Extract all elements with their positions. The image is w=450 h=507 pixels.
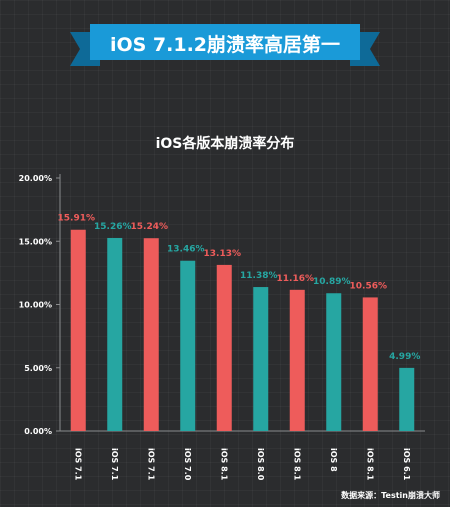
- bar: [326, 293, 342, 431]
- page-title: iOS 7.1.2崩溃率高居第一: [109, 34, 341, 56]
- y-tick-label: 20.00%: [19, 174, 52, 183]
- x-tick-label: iOS 6.1.3: [402, 448, 411, 480]
- bar: [399, 367, 415, 431]
- x-tick-label: iOS 8.1.2: [219, 448, 228, 480]
- data-source: 数据来源：Testin崩溃大师: [341, 491, 440, 500]
- x-tick-label: iOS 7.0.4: [183, 448, 192, 480]
- y-tick-label: 0.00%: [24, 427, 52, 436]
- bar-value-label: 13.46%: [167, 245, 205, 255]
- bar-value-label: 11.38%: [240, 271, 278, 281]
- bar-value-label: 10.89%: [313, 277, 351, 287]
- x-tick-label: iOS 8.1.1: [292, 448, 301, 480]
- x-tick-label: iOS 7.1.2: [73, 448, 82, 480]
- bar-value-label: 15.91%: [58, 214, 96, 224]
- x-tick-label: iOS 7.1.1: [146, 448, 155, 480]
- y-tick-label: 10.00%: [19, 301, 52, 310]
- ribbon-banner: [90, 24, 360, 60]
- x-tick-label: iOS 8.1: [365, 448, 374, 480]
- chart-title: iOS各版本崩溃率分布: [155, 136, 295, 152]
- bar-value-label: 11.16%: [277, 274, 315, 284]
- bar-chart: 0.00% 5.00% 10.00% 15.00% 20.00% 15.91% iOS 7.…: [19, 174, 425, 480]
- bar-value-label: 10.56%: [350, 281, 388, 291]
- x-tick-label: iOS 8: [329, 448, 338, 472]
- title-ribbon: iOS 7.1.2崩溃率高居第一: [70, 22, 380, 66]
- bar: [362, 297, 378, 431]
- bar-value-label: 4.99%: [389, 352, 420, 362]
- bar: [107, 237, 123, 431]
- ribbon-shape: [70, 24, 380, 66]
- bar: [216, 264, 232, 431]
- y-tick-label: 5.00%: [24, 364, 52, 373]
- bar: [289, 289, 305, 431]
- bar-value-label: 13.13%: [204, 249, 242, 259]
- x-tick-label: iOS 8.0.2: [256, 448, 265, 480]
- bar: [143, 238, 159, 431]
- y-tick-label: 15.00%: [19, 237, 52, 246]
- bar: [180, 260, 196, 431]
- bar: [70, 229, 86, 431]
- bar-value-label: 15.24%: [131, 222, 169, 232]
- x-tick-label: iOS 7.1: [110, 448, 119, 480]
- bar-value-label: 15.26%: [94, 222, 132, 232]
- bar: [253, 287, 269, 431]
